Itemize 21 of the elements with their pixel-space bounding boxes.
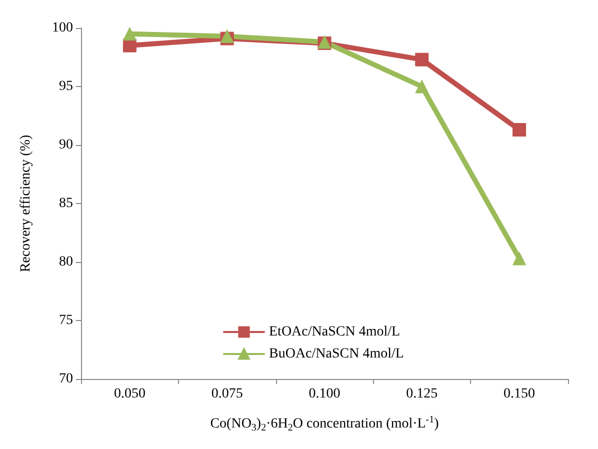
- y-tick-label: 95: [59, 79, 73, 94]
- point: [512, 123, 526, 137]
- y-tick-label: 100: [52, 20, 73, 36]
- point: [415, 52, 429, 66]
- y-axis-title: Recovery efficiency (%): [18, 134, 34, 272]
- y-tick-label: 90: [59, 138, 73, 152]
- x-tick-label: 0.050: [114, 386, 146, 402]
- y-tick-label: 75: [59, 313, 73, 328]
- point: [512, 252, 526, 266]
- legend-label: BuOAc/NaSCN 4mol/L: [269, 346, 404, 362]
- legend-label: EtOAc/NaSCN 4mol/L: [269, 324, 400, 340]
- x-tick-label: 0.150: [504, 386, 536, 402]
- y-tick-label: 70: [59, 372, 73, 386]
- point: [122, 27, 136, 41]
- y-tick-label: 80: [59, 254, 73, 270]
- x-tick-label: 0.100: [308, 386, 340, 402]
- x-tick-label: 0.125: [406, 386, 438, 402]
- x-tick-label: 0.075: [211, 386, 243, 402]
- point: [415, 80, 429, 94]
- y-tick-label: 85: [59, 196, 73, 211]
- point: [220, 29, 234, 43]
